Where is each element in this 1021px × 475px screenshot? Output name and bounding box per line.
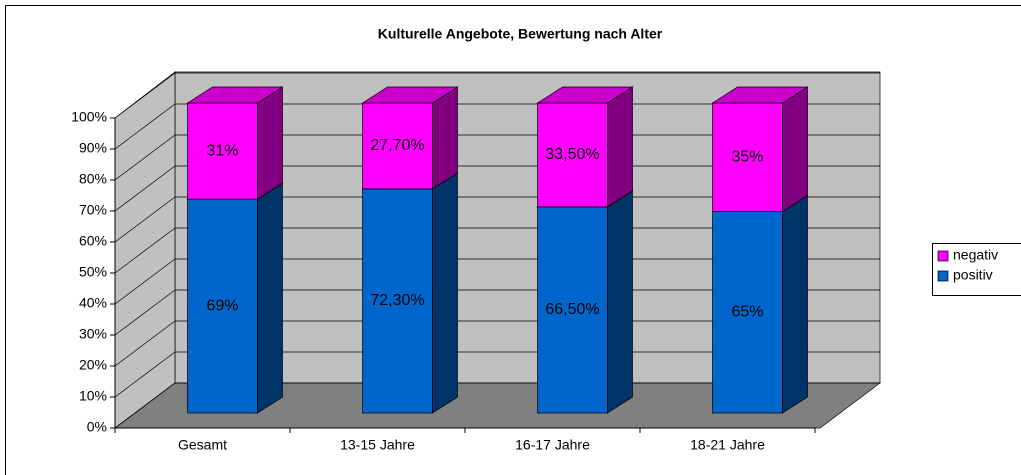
legend-swatch (937, 270, 949, 282)
bar-top (536, 86, 634, 104)
grid-line (114, 72, 176, 119)
bar-side (607, 190, 633, 414)
grid-line (114, 103, 176, 150)
y-tick-label: 30% (79, 326, 107, 342)
bar-front (362, 102, 433, 190)
y-tick-label: 100% (71, 109, 107, 125)
bar-top (711, 86, 809, 104)
y-tick-label: 90% (79, 140, 107, 156)
grid-line (114, 382, 176, 429)
grid-line (114, 196, 176, 243)
bar-side (782, 194, 808, 414)
x-tick-label: 16-17 Jahre (515, 437, 590, 453)
bar-front (187, 198, 258, 414)
grid-line (114, 165, 176, 212)
value-label: 35% (731, 148, 763, 165)
y-tick-label: 50% (79, 264, 107, 280)
grid-line (114, 351, 176, 398)
x-tick-label: 13-15 Jahre (340, 437, 415, 453)
value-label: 66,50% (545, 301, 599, 318)
bar-side (607, 86, 633, 208)
value-label: 72,30% (370, 292, 424, 309)
x-tick-label: 18-21 Jahre (690, 437, 765, 453)
bar-front (362, 188, 433, 414)
bar-side (257, 86, 283, 200)
bar-front (187, 102, 258, 200)
legend-label: positiv (953, 267, 993, 283)
legend-box (932, 243, 1021, 296)
y-tick-label: 70% (79, 202, 107, 218)
legend-label: negativ (953, 247, 998, 263)
y-tick-label: 40% (79, 295, 107, 311)
y-tick-label: 80% (79, 171, 107, 187)
y-tick-label: 20% (79, 357, 107, 373)
value-label: 31% (206, 142, 238, 159)
value-label: 33,50% (545, 146, 599, 163)
bar-front (712, 211, 783, 414)
bar-top (186, 86, 284, 104)
bar-top (361, 86, 459, 104)
grid-line (114, 320, 176, 367)
bar-front (537, 102, 608, 208)
chart-title: Kulturelle Angebote, Bewertung nach Alte… (378, 26, 663, 42)
x-tick-label: Gesamt (178, 437, 227, 453)
value-label: 27,70% (370, 137, 424, 154)
grid-line (114, 134, 176, 181)
y-tick-label: 10% (79, 388, 107, 404)
value-label: 69% (206, 297, 238, 314)
legend-swatch (937, 250, 949, 262)
bar-side (257, 182, 283, 414)
value-label: 65% (731, 303, 763, 320)
y-tick-label: 0% (87, 419, 107, 435)
bar-side (782, 86, 808, 213)
bar-front (712, 102, 783, 212)
bar-side (432, 172, 458, 414)
bar-side (432, 86, 458, 190)
grid-line (114, 258, 176, 305)
y-tick-label: 60% (79, 233, 107, 249)
grid-line (114, 289, 176, 336)
grid-line (114, 227, 176, 274)
